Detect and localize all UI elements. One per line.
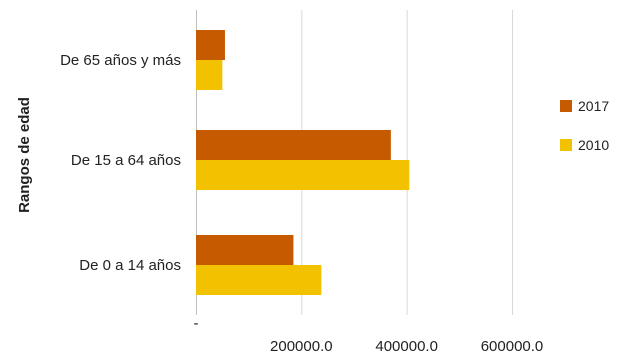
category-labels: De 0 a 14 años De 15 a 64 años De 65 años … (60, 52, 181, 274)
x-tick-labels: - 200000.0 400000.0 600000.0 (194, 315, 544, 355)
bar-2010-2 (196, 60, 223, 90)
x-tick-label-3: 600000.0 (481, 338, 544, 355)
category-label-2: De 65 años y más (60, 52, 181, 69)
bar-2010-0 (196, 265, 322, 295)
category-label-0: De 0 a 14 años (79, 257, 181, 274)
legend-swatch-2017 (560, 100, 572, 112)
legend: 2017 2010 (560, 98, 609, 153)
category-label-1: De 15 a 64 años (71, 152, 181, 169)
legend-label-2017: 2017 (578, 98, 609, 114)
y-axis-title: Rangos de edad (16, 97, 33, 213)
bar-2010-1 (196, 160, 410, 190)
bar-2017-0 (196, 235, 294, 265)
x-tick-label-2: 400000.0 (375, 338, 438, 355)
x-tick-label-0: - (194, 315, 199, 332)
bars (196, 30, 410, 295)
bar-2017-1 (196, 130, 391, 160)
legend-label-2010: 2010 (578, 137, 609, 153)
legend-swatch-2010 (560, 139, 572, 151)
bar-2017-2 (196, 30, 225, 60)
x-tick-label-1: 200000.0 (270, 338, 333, 355)
